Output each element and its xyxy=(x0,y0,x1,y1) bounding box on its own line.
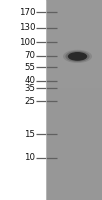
Bar xyxy=(46,0,102,200)
Text: 170: 170 xyxy=(19,8,35,17)
Ellipse shape xyxy=(63,50,92,63)
Text: 55: 55 xyxy=(24,63,35,72)
Text: 10: 10 xyxy=(24,154,35,162)
Text: 15: 15 xyxy=(24,130,35,139)
Text: 35: 35 xyxy=(24,84,35,93)
Text: 70: 70 xyxy=(24,51,35,60)
Text: 25: 25 xyxy=(24,97,35,106)
Ellipse shape xyxy=(65,51,90,62)
Text: 100: 100 xyxy=(19,38,35,47)
Ellipse shape xyxy=(68,52,87,61)
Text: 40: 40 xyxy=(24,76,35,85)
Text: 130: 130 xyxy=(19,23,35,32)
